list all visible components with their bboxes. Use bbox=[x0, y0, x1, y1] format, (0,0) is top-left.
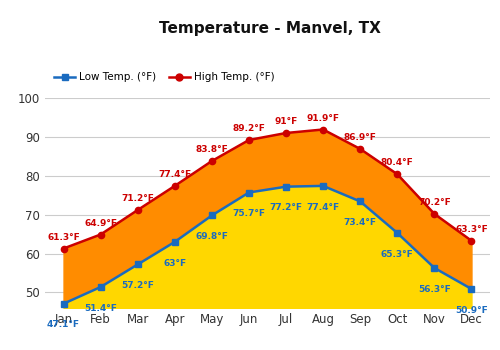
Text: 63°F: 63°F bbox=[163, 259, 186, 267]
Text: 77.4°F: 77.4°F bbox=[306, 203, 340, 211]
Legend: Low Temp. (°F), High Temp. (°F): Low Temp. (°F), High Temp. (°F) bbox=[50, 68, 279, 86]
Text: 63.3°F: 63.3°F bbox=[455, 225, 488, 234]
Text: 70.2°F: 70.2°F bbox=[418, 198, 450, 207]
Text: 91.9°F: 91.9°F bbox=[306, 113, 340, 122]
Text: 47.1°F: 47.1°F bbox=[47, 320, 80, 329]
Text: 91°F: 91°F bbox=[274, 117, 297, 126]
Text: 50.9°F: 50.9°F bbox=[455, 306, 488, 315]
Text: 73.4°F: 73.4°F bbox=[344, 218, 376, 227]
Text: 86.9°F: 86.9°F bbox=[344, 133, 376, 142]
Text: 89.2°F: 89.2°F bbox=[232, 124, 266, 133]
Text: 75.7°F: 75.7°F bbox=[232, 209, 266, 218]
Text: 56.3°F: 56.3°F bbox=[418, 285, 450, 294]
Text: 71.2°F: 71.2°F bbox=[122, 194, 154, 203]
Text: 83.8°F: 83.8°F bbox=[196, 145, 228, 154]
Text: 51.4°F: 51.4°F bbox=[84, 304, 117, 313]
Text: 80.4°F: 80.4°F bbox=[381, 158, 414, 167]
Text: 65.3°F: 65.3°F bbox=[381, 250, 414, 259]
Text: 69.8°F: 69.8°F bbox=[196, 232, 228, 241]
Text: Temperature - Manvel, TX: Temperature - Manvel, TX bbox=[159, 21, 381, 36]
Text: 77.2°F: 77.2°F bbox=[270, 203, 302, 212]
Text: 61.3°F: 61.3°F bbox=[47, 232, 80, 241]
Text: 64.9°F: 64.9°F bbox=[84, 218, 117, 228]
Text: 77.4°F: 77.4°F bbox=[158, 170, 192, 179]
Text: 57.2°F: 57.2°F bbox=[122, 281, 154, 290]
